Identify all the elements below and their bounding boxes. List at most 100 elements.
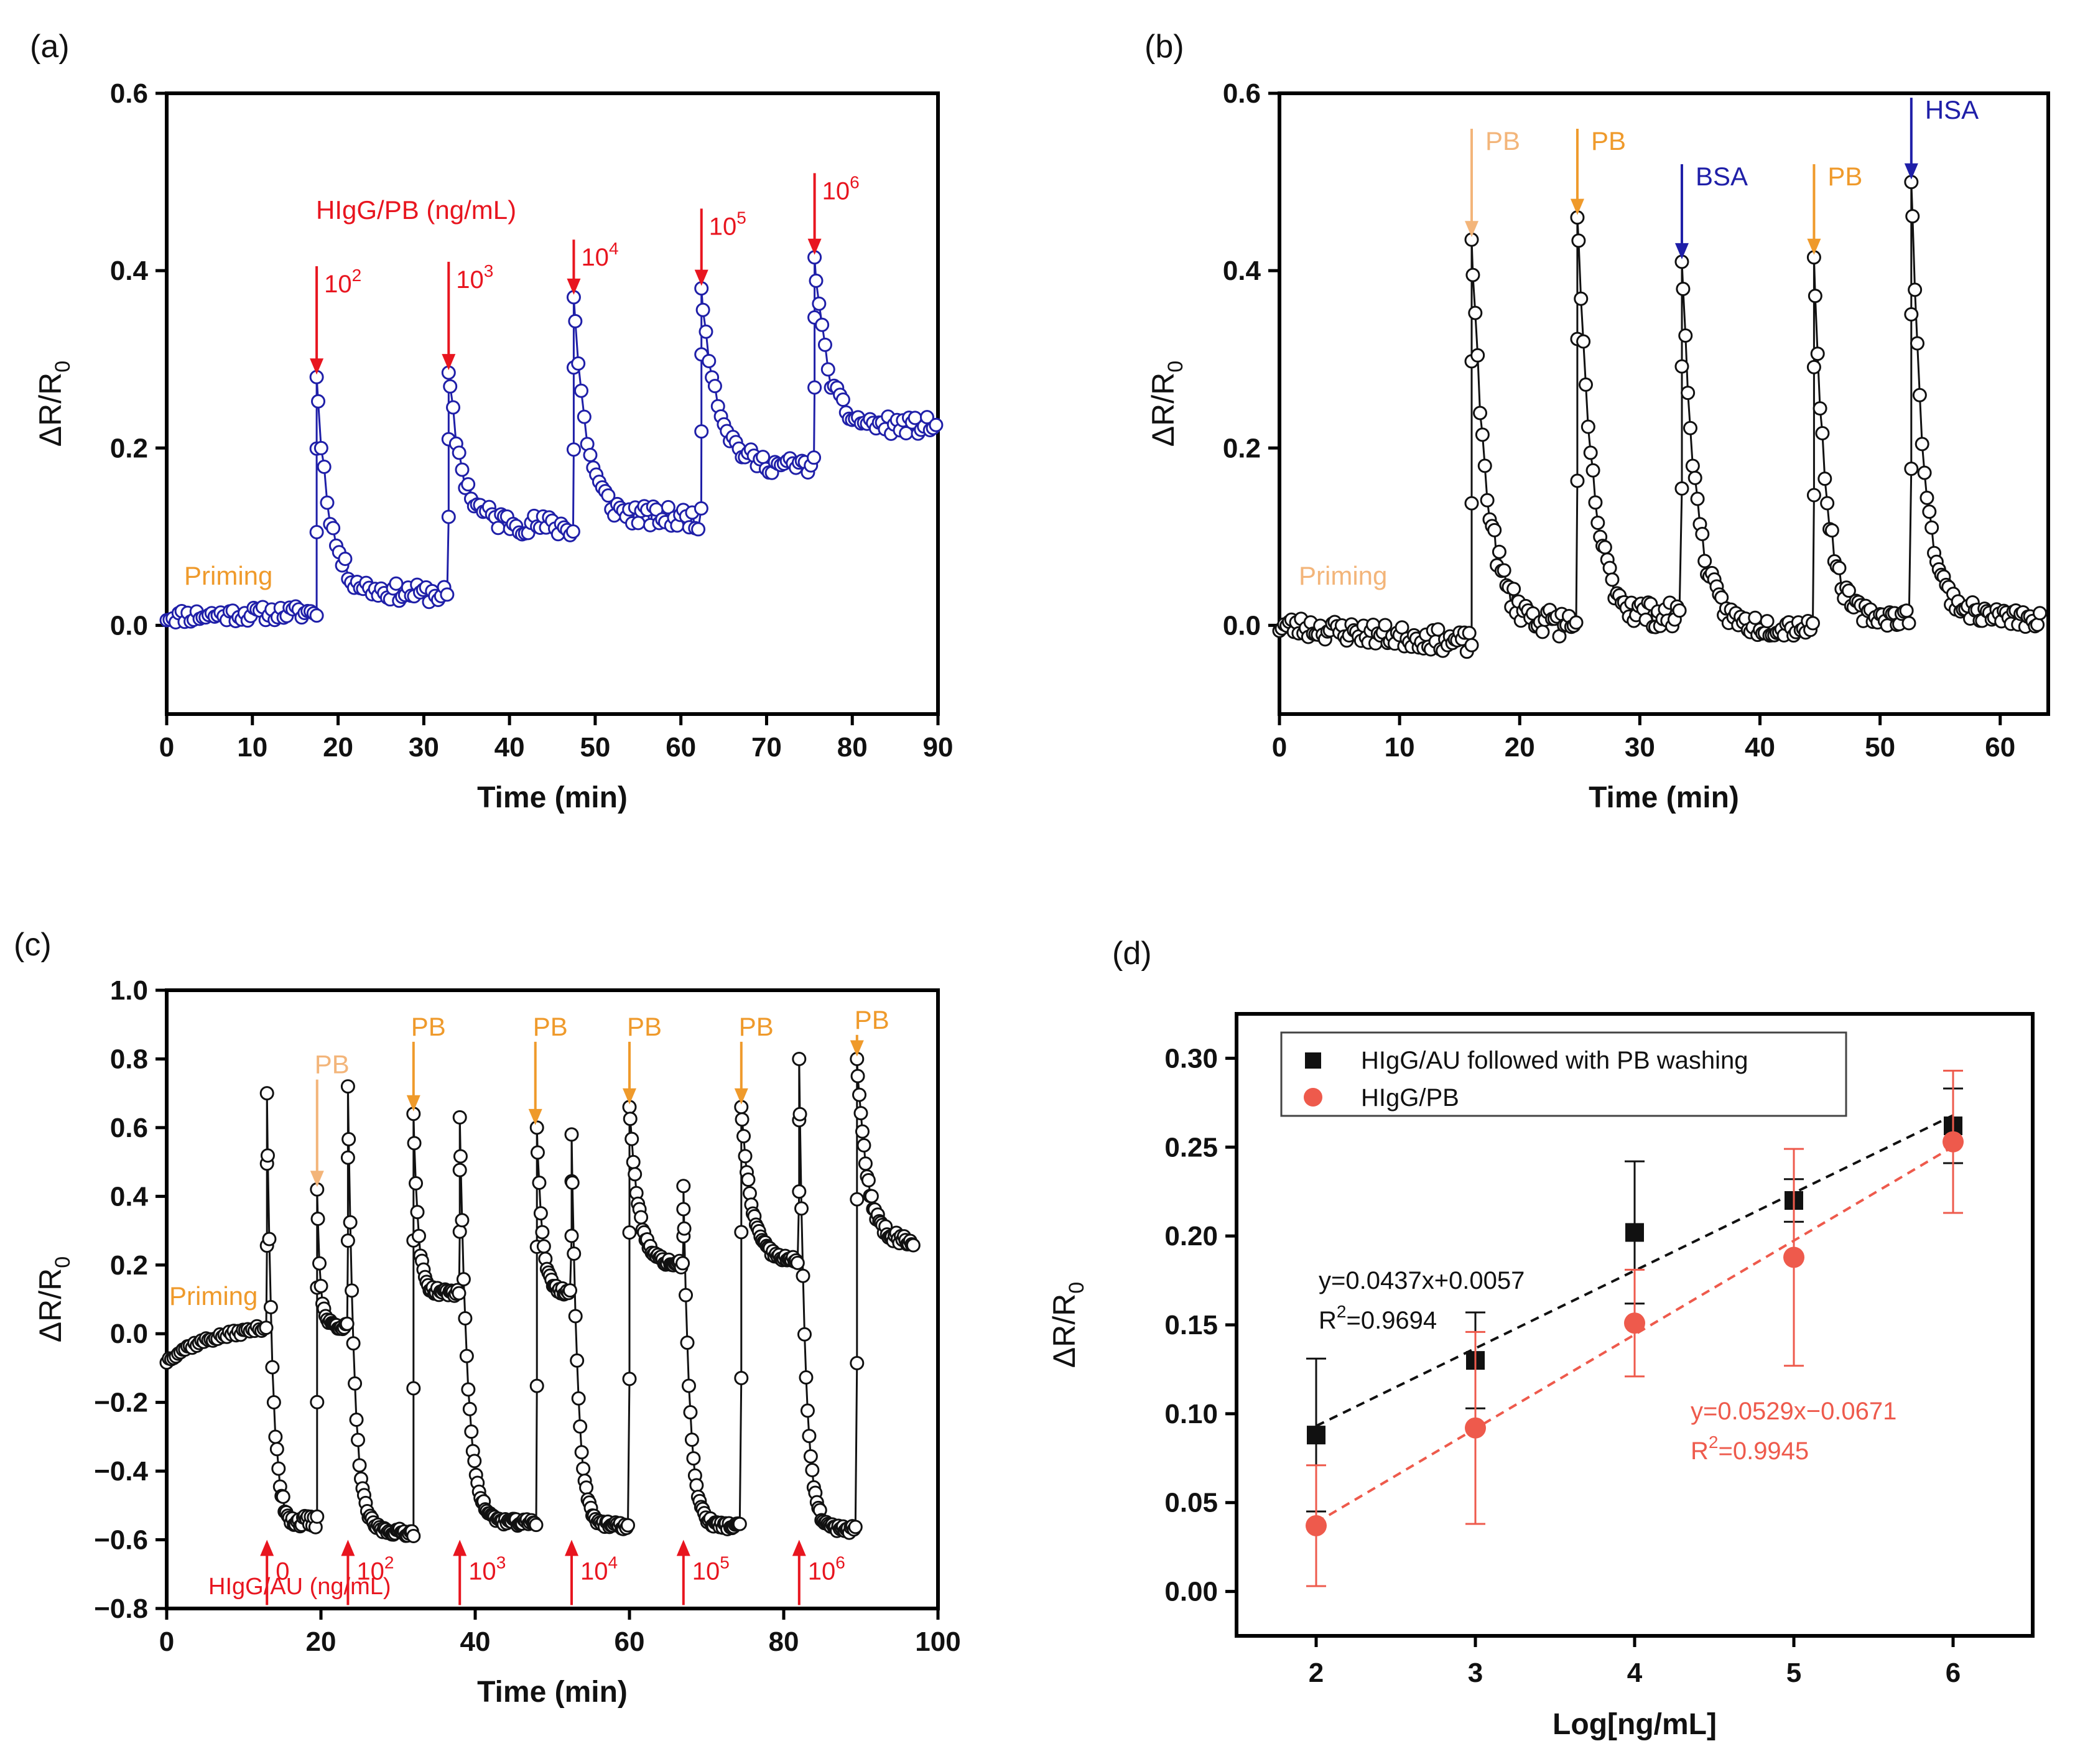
data-point xyxy=(1674,359,1689,374)
legend-box xyxy=(1280,1031,1847,1117)
data-point xyxy=(1676,282,1691,297)
data-point xyxy=(661,499,675,514)
dose-label-base: 10 xyxy=(581,244,609,271)
data-point xyxy=(1473,406,1488,420)
pb-arrow-head xyxy=(623,1088,636,1105)
dose-arrow-head xyxy=(453,1539,467,1556)
data-point xyxy=(406,1381,421,1396)
data-point xyxy=(1464,496,1479,511)
x-tick-label: 3 xyxy=(1468,1658,1483,1688)
dose-arrow-head xyxy=(676,1539,690,1556)
dose-arrow-head xyxy=(341,1539,355,1556)
data-point xyxy=(1808,289,1822,304)
data-point xyxy=(734,1225,749,1240)
fit-equation: y=0.0437x+0.0057 xyxy=(1319,1267,1525,1294)
data-point xyxy=(1697,554,1712,569)
data-point xyxy=(262,1232,277,1246)
x-tick-label: 60 xyxy=(666,732,696,763)
y-tick-label: 0.0 xyxy=(110,610,148,641)
data-point xyxy=(694,501,708,516)
data-point xyxy=(1583,445,1598,460)
data-point xyxy=(850,1356,865,1370)
data-point xyxy=(1477,458,1492,473)
data-point xyxy=(452,1110,467,1125)
data-point xyxy=(338,552,353,567)
data-point xyxy=(1912,388,1927,402)
data-point xyxy=(389,576,404,591)
data-point xyxy=(622,1372,637,1386)
data-point xyxy=(1480,493,1495,508)
data-point xyxy=(1497,563,1511,578)
data-point xyxy=(1683,420,1697,435)
data-point xyxy=(680,1335,695,1350)
data-point xyxy=(568,313,583,328)
data-point xyxy=(684,1432,699,1447)
data-point xyxy=(446,400,461,415)
data-point xyxy=(567,1246,582,1261)
data-point xyxy=(340,1150,355,1165)
x-tick-label: 70 xyxy=(751,732,782,763)
data-point xyxy=(467,1454,482,1469)
x-tick-label: 20 xyxy=(1505,732,1535,763)
data-point xyxy=(631,516,646,531)
data-point xyxy=(1468,305,1483,320)
dose-label: 103 xyxy=(456,261,493,294)
fit-r2-part: 2 xyxy=(1709,1432,1719,1452)
data-point xyxy=(564,1127,579,1142)
data-point xyxy=(568,1309,583,1324)
x-tick-label: 50 xyxy=(580,732,610,763)
data-point xyxy=(1672,603,1687,618)
x-tick-label: 2 xyxy=(1309,1658,1324,1688)
dose-arrow-head xyxy=(694,269,708,286)
y-tick-label: 1.0 xyxy=(110,975,148,1006)
data-point xyxy=(459,1349,474,1363)
x-tick-label: 10 xyxy=(1385,732,1415,763)
data-point xyxy=(835,392,850,407)
data-point xyxy=(626,1154,641,1169)
data-point xyxy=(686,1451,701,1466)
data-point xyxy=(441,509,456,524)
data-point xyxy=(919,410,934,425)
pb-arrow-head xyxy=(406,1095,420,1112)
pb-label: PB xyxy=(739,1012,774,1041)
data-point xyxy=(1475,427,1490,442)
data-point xyxy=(1919,490,1934,505)
data-point xyxy=(623,1112,638,1126)
data-point xyxy=(1817,471,1832,486)
data-point xyxy=(624,1131,639,1146)
dose-label: 105 xyxy=(709,208,746,240)
data-point xyxy=(530,1145,545,1160)
fit-r2-part: 2 xyxy=(1337,1302,1347,1321)
data-point xyxy=(691,522,706,537)
data-point xyxy=(797,1327,812,1342)
reagent-label: PB xyxy=(1485,126,1520,156)
panel-label: (d) xyxy=(1112,935,1152,972)
data-point xyxy=(452,445,467,460)
x-tick-label: 5 xyxy=(1786,1658,1801,1688)
data-point xyxy=(634,1210,649,1225)
y-tick-label: 0.25 xyxy=(1164,1132,1218,1163)
data-point xyxy=(850,1192,865,1207)
x-tick-label: 30 xyxy=(409,732,439,763)
y-tick-label: 0.10 xyxy=(1164,1399,1218,1429)
dose-arrow-head xyxy=(565,1539,578,1556)
data-point xyxy=(1943,1131,1964,1153)
pb-label: PB xyxy=(627,1012,662,1041)
reagent-arrow-head xyxy=(1570,198,1584,215)
data-point xyxy=(1681,386,1696,401)
data-point xyxy=(583,447,598,462)
data-point xyxy=(735,1112,750,1127)
panel-d: 2 3 4 5 6 0.00 0.05 0.10 0.15 0.20 0.25 0.30 Log[ng/… xyxy=(1047,935,2035,1741)
data-point xyxy=(792,1107,807,1121)
data-point xyxy=(563,1283,578,1298)
data-point xyxy=(929,417,944,432)
data-point xyxy=(800,1403,815,1418)
data-point xyxy=(679,1288,694,1302)
plot-frame xyxy=(165,988,940,1610)
y-axis-title-main: ΔR/R xyxy=(1047,1294,1082,1368)
y-axis-title: ΔR/R0 xyxy=(33,361,75,447)
y-tick-label: 0.4 xyxy=(1223,256,1261,286)
y-axis-title-sub: 0 xyxy=(51,361,75,373)
